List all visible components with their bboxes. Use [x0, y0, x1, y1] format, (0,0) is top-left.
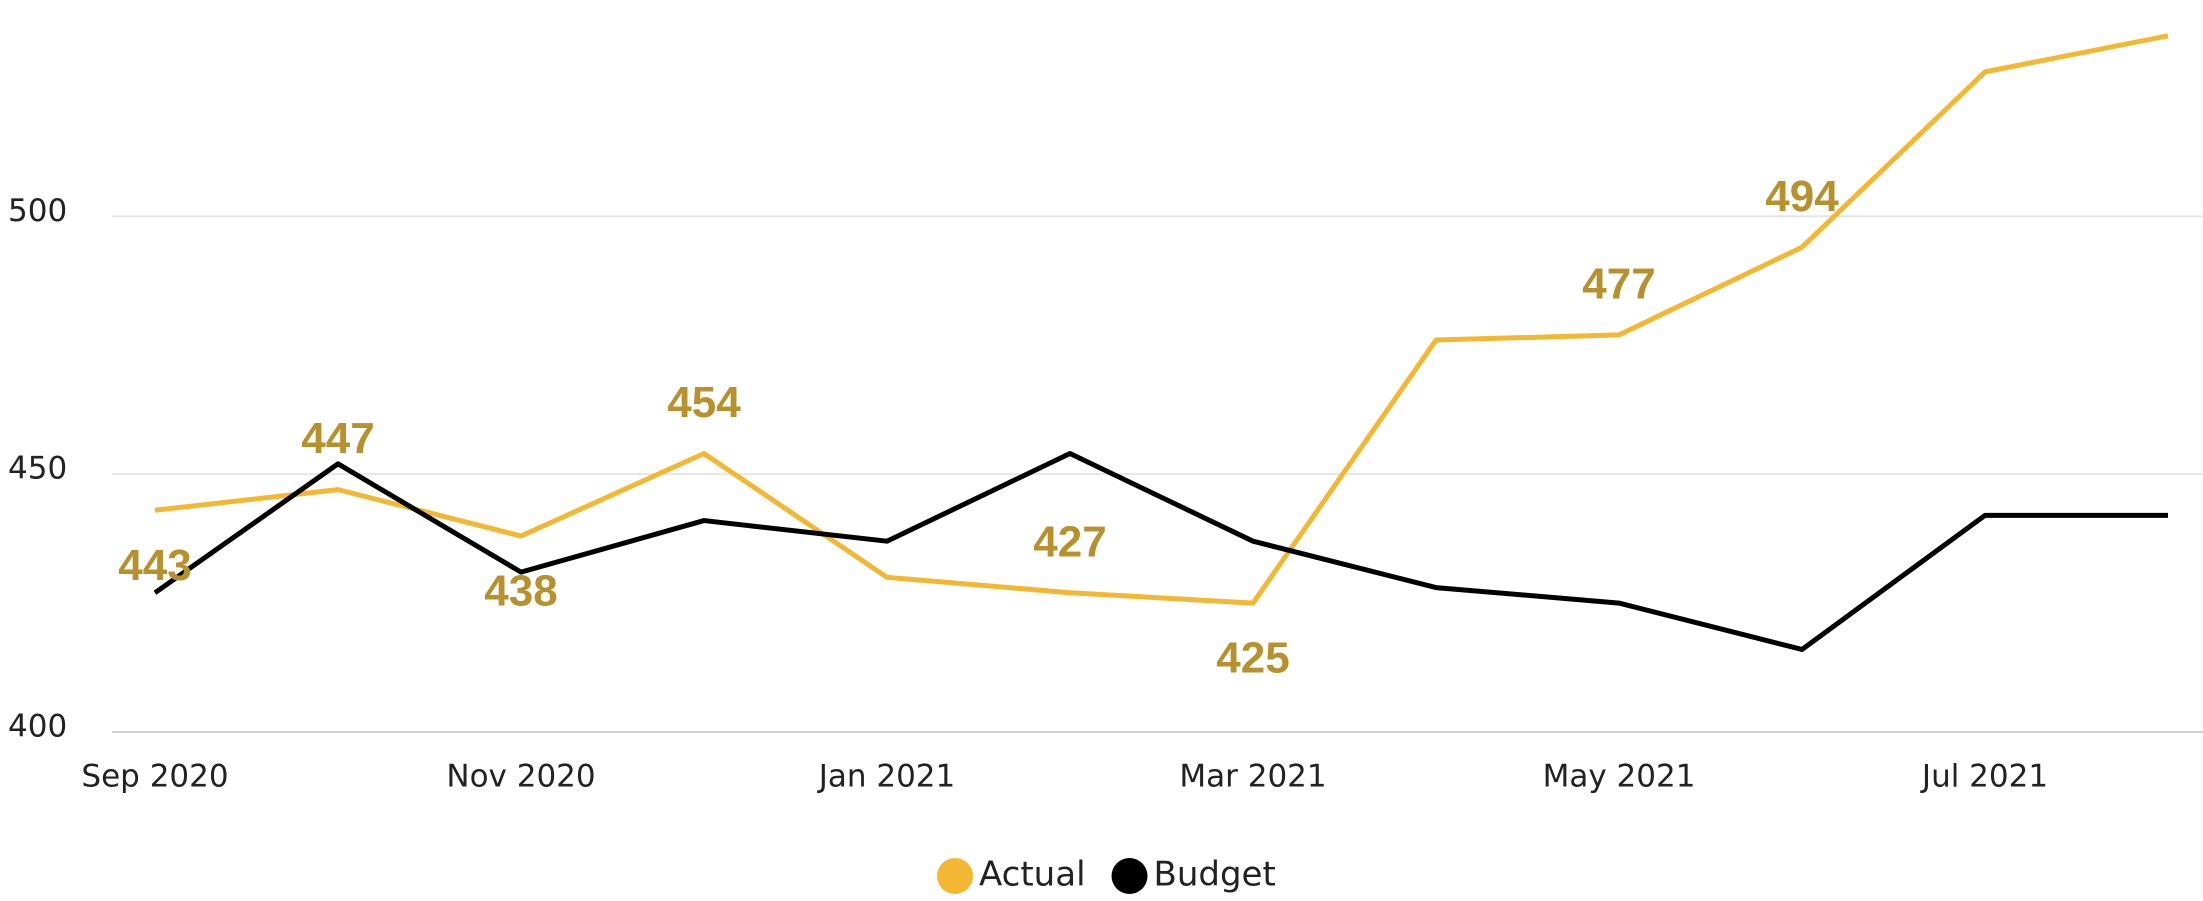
y-tick-label: 450 [8, 451, 67, 487]
legend-label: Budget [1154, 855, 1276, 895]
data-label: 443 [118, 541, 191, 590]
y-tick-label: 400 [8, 709, 67, 745]
series-line [153, 451, 2168, 652]
data-label: 454 [667, 378, 741, 427]
x-tick-label: Sep 2020 [81, 759, 228, 795]
data-label: 447 [301, 414, 374, 463]
x-tick-label: Mar 2021 [1179, 759, 1326, 795]
x-tick-label: May 2021 [1543, 759, 1696, 795]
data-label: 535 [2131, 0, 2203, 9]
legend-marker [1111, 858, 1148, 894]
series-line [154, 33, 2169, 606]
data-label: 477 [1582, 260, 1655, 309]
data-label: 425 [1216, 634, 1289, 683]
legend-marker [937, 858, 973, 894]
x-tick-label: Jan 2021 [817, 759, 956, 795]
data-label: 427 [1033, 517, 1106, 566]
y-tick-label: 500 [8, 193, 67, 229]
data-label: 438 [484, 567, 557, 616]
legend-label: Actual [979, 855, 1086, 895]
data-label: 494 [1765, 172, 1839, 221]
x-tick-label: Nov 2020 [446, 759, 595, 795]
x-tick-label: Jul 2021 [1920, 759, 2048, 795]
